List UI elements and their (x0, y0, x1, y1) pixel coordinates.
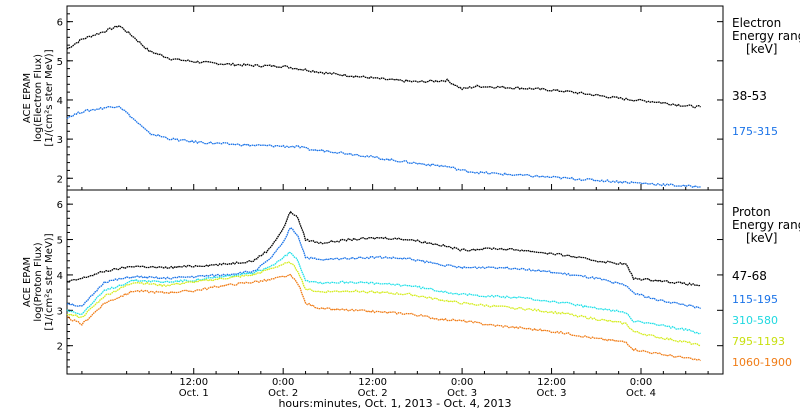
x-tick-time-3: 0:00 (451, 377, 473, 388)
electron-ytick-label-2: 2 (57, 174, 63, 185)
proton-ytick-label-3: 3 (57, 306, 63, 317)
electron-ytick-label-6: 6 (57, 18, 63, 29)
electron-series (66, 25, 701, 189)
proton-panel: ACE EPAM log(Proton Flux) [1/(cm²s ster … (22, 189, 800, 375)
electron-legend-title-1: Electron (732, 16, 781, 30)
x-tick-date-2: Oct. 2 (358, 388, 388, 399)
proton-legend-title-3: [keV] (746, 231, 777, 245)
x-tick-time-0: 12:00 (179, 377, 208, 388)
electron-ytick-label-3: 3 (57, 135, 63, 146)
x-axis-title: hours:minutes, Oct. 1, 2013 - Oct. 4, 20… (278, 397, 511, 410)
proton-ylabel-line-1: ACE EPAM (22, 257, 33, 307)
x-tick-date-5: Oct. 4 (626, 388, 656, 399)
electron-ylabel-line-3: [1/(cm²s ster MeV)] (44, 49, 55, 146)
proton-legend: Proton Energy ranges [keV] 47-68 115-195… (732, 205, 800, 369)
proton-series-795-1193 (66, 261, 701, 347)
proton-series-47-68 (66, 210, 701, 287)
proton-legend-115-195: 115-195 (732, 293, 778, 306)
electron-legend-title-3: [keV] (746, 42, 777, 56)
electron-plot-frame (66, 5, 724, 191)
proton-series-1060-1900 (66, 273, 701, 362)
electron-ylabel: ACE EPAM log(Electron Flux) [1/(cm²s ste… (22, 49, 55, 146)
proton-y-ticks: 2 3 4 5 6 (57, 196, 723, 375)
proton-ytick-label-5: 5 (57, 236, 63, 247)
proton-legend-310-580: 310-580 (732, 314, 778, 327)
x-tick-time-2: 12:00 (358, 377, 387, 388)
x-tick-time-5: 0:00 (630, 377, 652, 388)
electron-y-ticks: 2 3 4 5 6 (57, 13, 723, 187)
proton-legend-795-1193: 795-1193 (732, 335, 785, 348)
proton-legend-1060-1900: 1060-1900 (732, 356, 792, 369)
electron-panel: ACE EPAM log(Electron Flux) [1/(cm²s ste… (22, 5, 800, 191)
proton-ylabel: ACE EPAM log(Proton Flux) [1/(cm²s ster … (22, 233, 55, 330)
proton-ytick-label-2: 2 (57, 342, 63, 353)
x-tick-date-1: Oct. 2 (268, 388, 298, 399)
electron-series-38-53 (66, 25, 701, 109)
proton-ylabel-line-3: [1/(cm²s ster MeV)] (44, 233, 55, 330)
proton-legend-title-2: Energy ranges (732, 218, 800, 232)
proton-legend-47-68: 47-68 (732, 269, 767, 283)
proton-series (66, 210, 701, 362)
x-tick-date-4: Oct. 3 (537, 388, 567, 399)
x-tick-date-0: Oct. 1 (179, 388, 209, 399)
electron-series-175-315 (66, 105, 701, 189)
x-tick-time-4: 12:00 (537, 377, 566, 388)
x-tick-time-1: 0:00 (272, 377, 294, 388)
electron-legend-title-2: Energy ranges (732, 29, 800, 43)
proton-legend-title-1: Proton (732, 205, 771, 219)
electron-legend: Electron Energy ranges [keV] 38-53 175-3… (732, 16, 800, 138)
electron-ylabel-line-2: log(Electron Flux) (33, 54, 44, 142)
x-tick-date-3: Oct. 3 (447, 388, 477, 399)
proton-series-310-580 (66, 251, 701, 335)
proton-series-115-195 (66, 226, 701, 310)
electron-legend-175-315: 175-315 (732, 125, 778, 138)
electron-ytick-label-4: 4 (57, 96, 63, 107)
proton-ytick-label-6: 6 (57, 200, 63, 211)
electron-legend-38-53: 38-53 (732, 89, 767, 103)
proton-ytick-label-4: 4 (57, 271, 63, 282)
electron-ylabel-line-1: ACE EPAM (22, 73, 33, 123)
proton-ylabel-line-2: log(Proton Flux) (33, 242, 44, 321)
electron-ytick-label-5: 5 (57, 57, 63, 68)
